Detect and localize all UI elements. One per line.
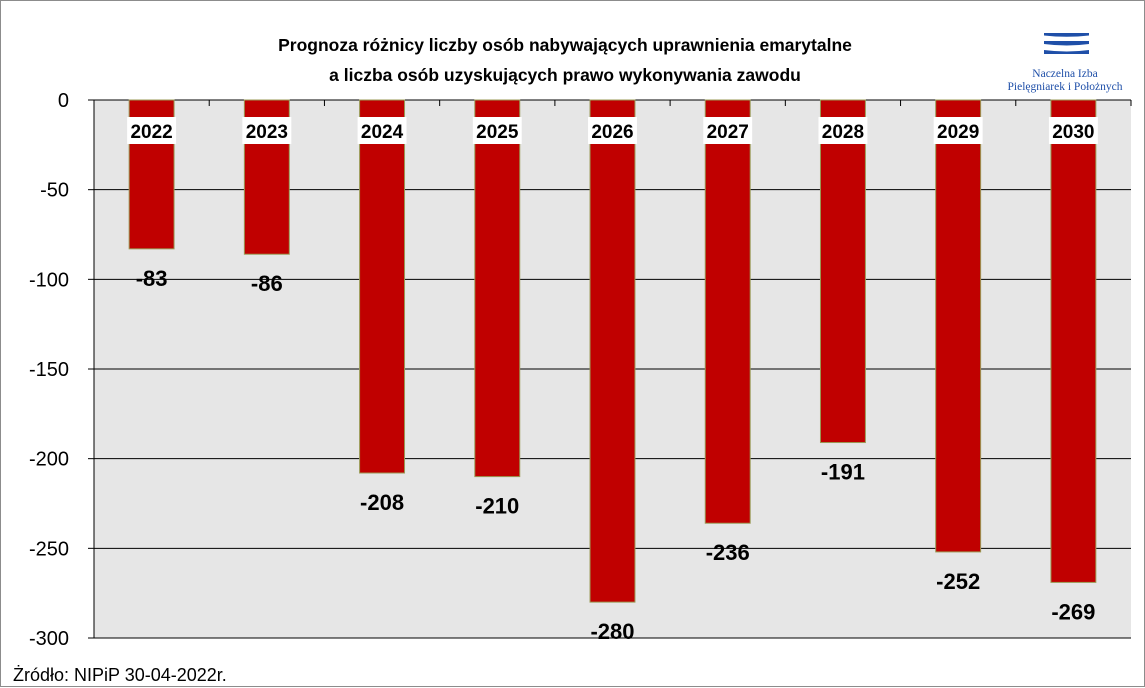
- category-label-2027: 2027: [707, 122, 749, 143]
- logo-text-line-1: Naczelna Izba: [1032, 68, 1097, 80]
- chart-title-line-2: a liczba osób uzyskujących prawo wykonyw…: [329, 65, 801, 85]
- category-label-box: [933, 117, 983, 144]
- bar-2028: [819, 99, 866, 444]
- category-label-box: [588, 117, 637, 144]
- category-label-2023: 2023: [246, 122, 288, 143]
- category-label-box: [472, 117, 522, 144]
- category-label-2028: 2028: [822, 122, 864, 143]
- category-label-box: [242, 117, 292, 144]
- data-label-2025: -210: [475, 494, 519, 519]
- logo-text-line-2: Pielęgniarek i Położnych: [1008, 81, 1123, 93]
- category-label-box: [127, 117, 177, 144]
- y-tick-label: -50: [40, 180, 69, 202]
- y-tick-label: -250: [29, 538, 69, 560]
- category-label-2024: 2024: [361, 122, 404, 143]
- category-label-2029: 2029: [937, 122, 979, 143]
- category-label-2022: 2022: [130, 122, 172, 143]
- data-label-2023: -86: [251, 271, 283, 296]
- data-label-2029: -252: [936, 569, 980, 594]
- bar-2026: [589, 99, 636, 603]
- chart-title-line-1: Prognoza różnicy liczby osób nabywającyc…: [278, 35, 852, 55]
- category-label-2026: 2026: [591, 122, 633, 143]
- data-label-2024: -208: [360, 490, 404, 515]
- y-tick-label: -150: [29, 359, 69, 381]
- data-label-2027: -236: [706, 540, 750, 565]
- data-label-2026: -280: [590, 619, 634, 644]
- plot-area: 0 -50 -100 -150 -200 -250 -300 2022 2023 2024 2025…: [29, 90, 1132, 650]
- category-label-box: [357, 117, 407, 144]
- bar-2030: [1050, 99, 1097, 583]
- bar-2027: [704, 99, 751, 524]
- y-tick-label: 0: [58, 90, 69, 112]
- data-label-2022: -83: [136, 266, 168, 291]
- category-label-2025: 2025: [476, 122, 519, 143]
- nipip-logo: Naczelna Izba Pielęgniarek i Położnych: [1008, 33, 1123, 93]
- y-tick-label: -200: [29, 449, 69, 471]
- y-tick-label: -100: [29, 269, 69, 291]
- category-label-box: [818, 117, 868, 144]
- bar-2029: [935, 99, 982, 553]
- data-label-2030: -269: [1051, 599, 1095, 624]
- category-label-2030: 2030: [1052, 122, 1094, 143]
- source-note: Żródło: NIPiP 30-04-2022r.: [13, 665, 227, 685]
- category-label-box: [1048, 117, 1098, 144]
- y-tick-label: -300: [29, 628, 69, 650]
- chart-title: Prognoza różnicy liczby osób nabywającyc…: [278, 35, 852, 85]
- bar-2025: [474, 99, 521, 478]
- bar-2024: [359, 99, 406, 474]
- category-label-box: [703, 117, 753, 144]
- waves-icon: [1044, 33, 1089, 54]
- data-label-2028: -191: [821, 460, 865, 485]
